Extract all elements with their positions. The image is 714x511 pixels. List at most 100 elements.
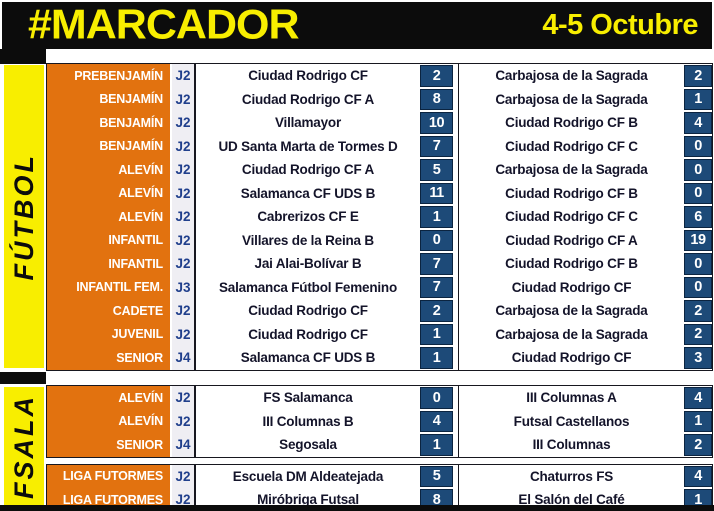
category-label: JUVENIL <box>47 322 170 346</box>
home-score-value: 10 <box>428 114 445 131</box>
away-score: 2 <box>684 299 712 323</box>
away-team-name: Carbajosa de la Sagrada <box>459 299 684 323</box>
away-score-box: 2 <box>684 434 712 456</box>
home-score: 7 <box>420 275 453 299</box>
fsala-results: ALEVÍN J2 FS Salamanca 0 III Columnas A 4 ALEV… <box>47 386 712 511</box>
away-score: 0 <box>684 252 712 276</box>
home-score: 11 <box>420 181 453 205</box>
category-label: ALEVÍN <box>47 181 170 205</box>
column-gap <box>453 134 459 158</box>
category-label: BENJAMÍN <box>47 111 170 135</box>
away-score: 2 <box>684 322 712 346</box>
away-score-value: 19 <box>690 232 706 249</box>
home-score-value: 8 <box>432 91 441 108</box>
home-score-value: 7 <box>432 279 441 296</box>
away-team-name: III Columnas <box>459 433 684 457</box>
away-team-name: Ciudad Rodrigo CF A <box>459 228 684 252</box>
away-score-value: 0 <box>694 255 702 272</box>
divider-block-mid <box>0 372 46 384</box>
category-label: LIGA FUTORMES <box>47 464 170 488</box>
home-team-name: Jai Alai-Bolívar B <box>196 252 420 276</box>
fsala-band-label: FSALA <box>8 393 39 499</box>
home-team-name: FS Salamanca <box>196 386 420 410</box>
category-label: BENJAMÍN <box>47 134 170 158</box>
jornada-label: J2 <box>170 87 196 111</box>
match-row: SENIOR J4 Segosala 1 III Columnas 2 <box>47 433 712 457</box>
away-score-value: 0 <box>694 185 702 202</box>
match-row: ALEVÍN J2 III Columnas B 4 Futsal Castellano… <box>47 409 712 433</box>
home-score: 1 <box>420 205 453 229</box>
home-team-name: III Columnas B <box>196 409 420 433</box>
away-score: 19 <box>684 228 712 252</box>
home-score-value: 0 <box>432 389 441 406</box>
home-team-name: Ciudad Rodrigo CF <box>196 299 420 323</box>
match-row: CADETE J2 Ciudad Rodrigo CF 2 Carbajosa de l… <box>47 299 712 323</box>
home-team-name: UD Santa Marta de Tormes D <box>196 134 420 158</box>
match-row: BENJAMÍN J2 Ciudad Rodrigo CF A 8 Carbajosa … <box>47 87 712 111</box>
home-team-name: Cabrerizos CF E <box>196 205 420 229</box>
futbol-band-label: FÚTBOL <box>8 152 39 281</box>
away-score-box: 2 <box>684 300 712 322</box>
home-score: 10 <box>420 111 453 135</box>
away-team-name: III Columnas A <box>459 386 684 410</box>
away-team-name: Ciudad Rodrigo CF B <box>459 252 684 276</box>
home-score-box: 7 <box>420 135 453 157</box>
category-label: SENIOR <box>47 433 170 457</box>
away-score: 1 <box>684 409 712 433</box>
away-score-box: 2 <box>684 323 712 345</box>
category-label: CADETE <box>47 299 170 323</box>
match-row: ALEVÍN J2 Cabrerizos CF E 1 Ciudad Rodrigo C… <box>47 205 712 229</box>
away-team-name: Futsal Castellanos <box>459 409 684 433</box>
home-score-box: 4 <box>420 410 453 432</box>
home-score-box: 7 <box>420 276 453 298</box>
away-score-value: 2 <box>694 67 702 84</box>
category-label: BENJAMÍN <box>47 87 170 111</box>
away-score-value: 4 <box>694 389 702 406</box>
home-score-box: 0 <box>420 229 453 251</box>
away-team-name: Ciudad Rodrigo CF B <box>459 111 684 135</box>
match-row: PREBENJAMÍN J2 Ciudad Rodrigo CF 2 Carbajosa… <box>47 64 712 88</box>
away-score-value: 3 <box>694 349 702 366</box>
away-score: 0 <box>684 134 712 158</box>
away-team-name: Ciudad Rodrigo CF C <box>459 205 684 229</box>
category-label: INFANTIL <box>47 228 170 252</box>
away-score-box: 19 <box>684 229 712 251</box>
home-score-value: 0 <box>432 232 441 249</box>
away-score-box: 1 <box>684 410 712 432</box>
home-score: 0 <box>420 386 453 410</box>
away-score-value: 0 <box>694 161 702 178</box>
home-team-name: Escuela DM Aldeatejada <box>196 464 420 488</box>
column-gap <box>453 181 459 205</box>
home-team-name: Villamayor <box>196 111 420 135</box>
home-score: 1 <box>420 322 453 346</box>
column-gap <box>453 346 459 370</box>
away-score: 4 <box>684 464 712 488</box>
away-score: 2 <box>684 64 712 88</box>
away-score-value: 4 <box>694 468 702 485</box>
away-score-value: 4 <box>694 114 702 131</box>
home-team-name: Ciudad Rodrigo CF A <box>196 87 420 111</box>
away-score: 0 <box>684 158 712 182</box>
column-gap <box>453 228 459 252</box>
home-score-box: 8 <box>420 88 453 110</box>
away-score: 6 <box>684 205 712 229</box>
home-team-name: Ciudad Rodrigo CF <box>196 64 420 88</box>
away-score: 3 <box>684 346 712 370</box>
away-score: 4 <box>684 111 712 135</box>
home-score-value: 8 <box>432 491 441 508</box>
jornada-label: J4 <box>170 433 196 457</box>
away-score-box: 0 <box>684 276 712 298</box>
home-score-box: 2 <box>420 65 453 87</box>
away-score-value: 2 <box>694 326 702 343</box>
home-score-value: 5 <box>432 161 441 178</box>
home-score: 8 <box>420 87 453 111</box>
match-row: BENJAMÍN J2 Villamayor 10 Ciudad Rodrigo CF … <box>47 111 712 135</box>
away-score-box: 0 <box>684 182 712 204</box>
jornada-label: J2 <box>170 322 196 346</box>
category-label: ALEVÍN <box>47 205 170 229</box>
away-score-value: 1 <box>694 413 702 430</box>
column-gap <box>453 64 459 88</box>
page-title: #MARCADOR <box>28 1 299 49</box>
home-score-box: 7 <box>420 253 453 275</box>
away-score-box: 4 <box>684 112 712 134</box>
